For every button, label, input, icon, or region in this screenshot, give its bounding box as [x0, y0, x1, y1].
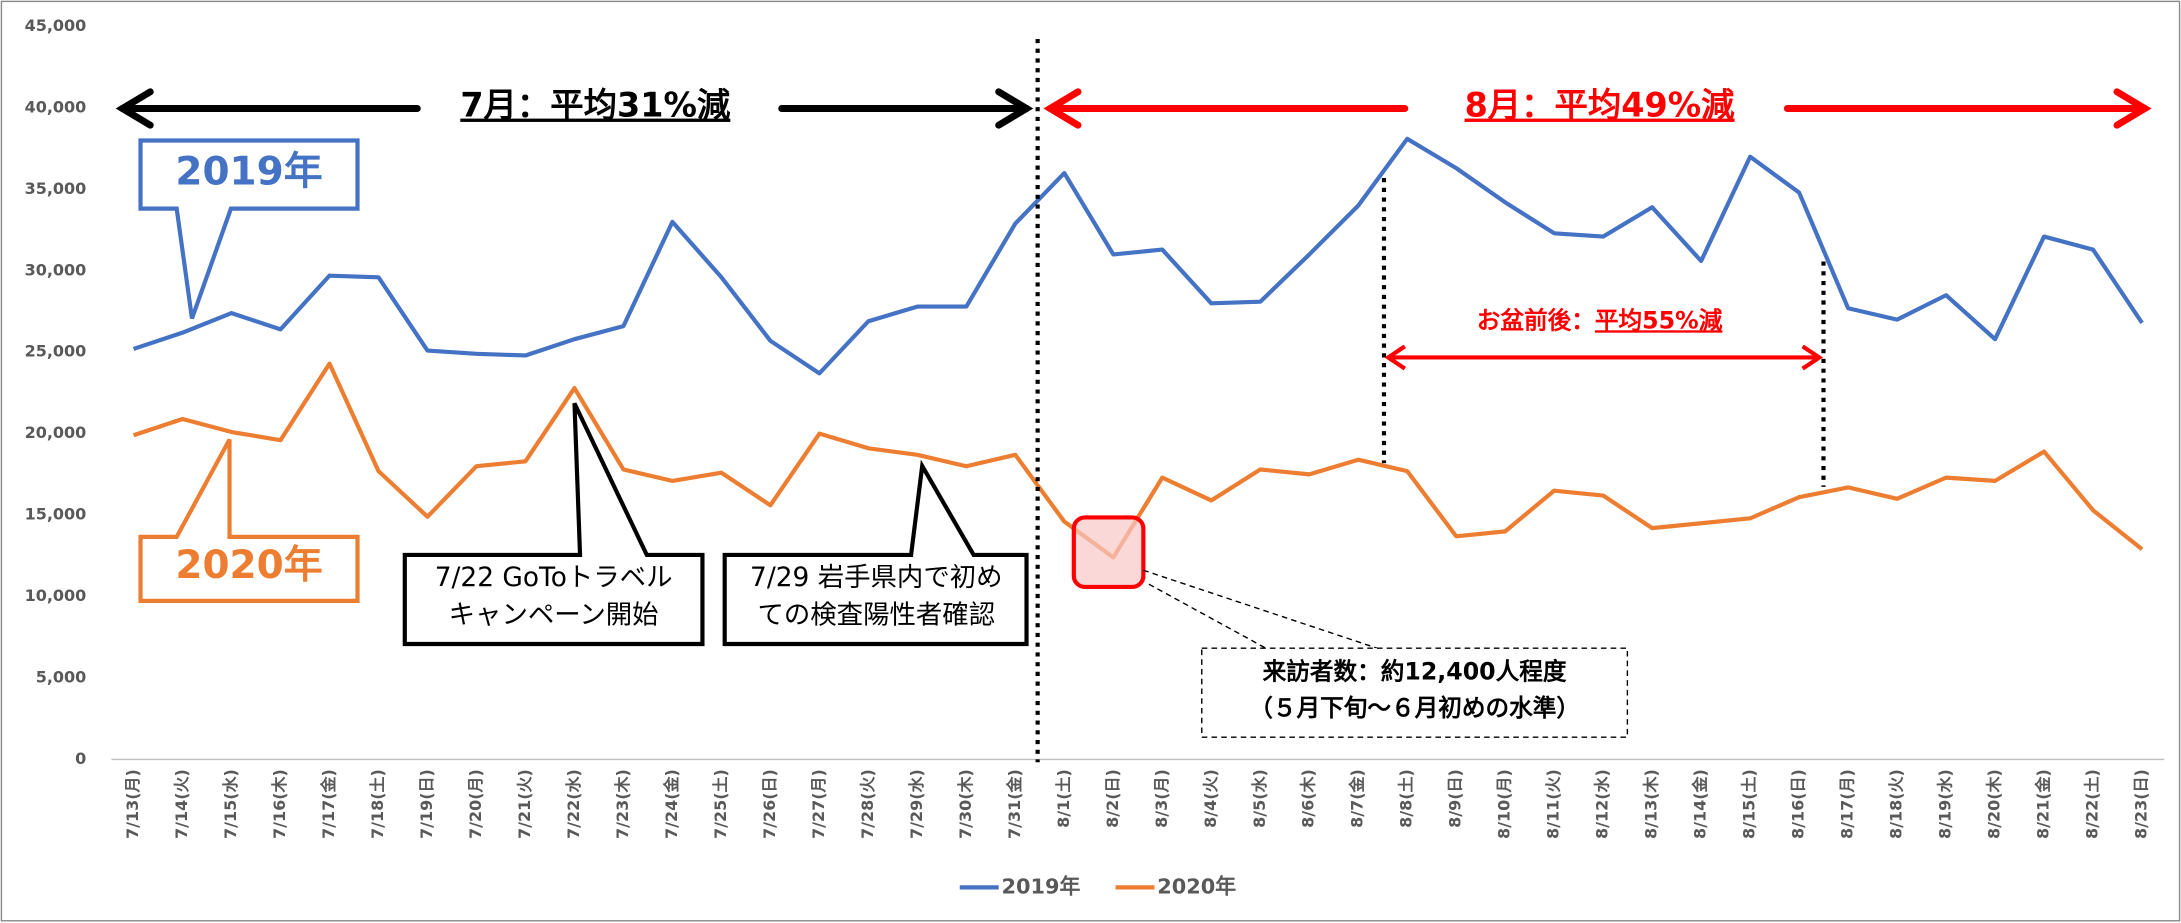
x-tick-label: 7/24(金): [662, 769, 681, 839]
x-tick-label: 8/16(日): [1789, 769, 1808, 839]
x-tick-label: 7/25(土): [711, 769, 730, 839]
x-tick-label: 8/9(日): [1446, 769, 1465, 828]
x-tick-label: 8/19(水): [1936, 769, 1955, 839]
visitor-note-box: [1201, 647, 1629, 738]
x-tick-label: 7/30(木): [956, 769, 975, 839]
y-tick-label: 30,000: [25, 260, 87, 279]
x-tick-label: 7/31(金): [1005, 769, 1024, 839]
x-tick-label: 7/17(金): [319, 769, 338, 839]
x-tick-label: 8/5(水): [1250, 769, 1269, 828]
x-tick-label: 8/10(月): [1495, 769, 1514, 839]
x-tick-label: 8/21(金): [2034, 769, 2053, 839]
y-tick-label: 25,000: [25, 342, 87, 361]
x-tick-label: 7/18(土): [368, 769, 387, 839]
obon-prefix: お盆前後：: [1477, 306, 1595, 334]
x-tick-label: 8/18(火): [1887, 769, 1906, 839]
visitor-note: （５月下旬～６月初めの水準）: [1249, 694, 1580, 722]
x-tick-label: 7/22(水): [564, 769, 583, 839]
y-tick-label: 15,000: [25, 505, 87, 524]
august-arrow: [1043, 88, 2152, 129]
x-tick-label: 8/4(火): [1201, 769, 1220, 828]
highlight-box: [1071, 515, 1146, 590]
july-label: 7月：平均31%減: [460, 86, 731, 125]
y-tick-label: 10,000: [25, 586, 87, 605]
obon-emphasis: 平均55%減: [1595, 306, 1723, 334]
legend-label: 2020年: [1157, 874, 1236, 898]
x-tick-label: 8/23(日): [2132, 769, 2151, 839]
y-tick-label: 20,000: [25, 423, 87, 442]
x-tick-label: 7/19(日): [417, 769, 436, 839]
x-tick-label: 7/14(火): [172, 769, 191, 839]
positive-line: ての検査陽性者確認: [757, 600, 995, 631]
x-tick-label: 7/23(木): [613, 769, 632, 839]
callout-2020-text: 2020年: [175, 543, 322, 588]
x-tick-label: 7/16(木): [270, 769, 289, 839]
august-label: 8月：平均49%減: [1465, 86, 1736, 125]
leader-line: [1148, 583, 1267, 649]
x-tick-label: 7/13(月): [123, 769, 142, 839]
x-tick-label: 8/15(土): [1740, 769, 1759, 839]
x-tick-label: 8/17(月): [1838, 769, 1857, 839]
y-tick-label: 35,000: [25, 179, 87, 198]
callout-2020: [138, 438, 360, 603]
x-tick-label: 8/12(水): [1593, 769, 1612, 839]
goto-line: 7/22 GoToトラベル: [435, 562, 673, 593]
obon-label: お盆前後：平均55%減: [1477, 306, 1723, 334]
x-tick-label: 7/15(水): [221, 769, 240, 839]
x-tick-label: 7/28(火): [858, 769, 877, 839]
july-arrow: [115, 88, 1034, 129]
callout-goto: [402, 402, 705, 647]
callout-2019: [138, 138, 360, 320]
y-tick-label: 45,000: [25, 16, 87, 35]
y-tick-label: 0: [75, 749, 86, 768]
x-tick-label: 7/29(水): [907, 769, 926, 839]
x-tick-label: 7/26(日): [760, 769, 779, 839]
x-tick-label: 8/3(月): [1152, 769, 1171, 828]
x-tick-label: 8/20(木): [1985, 769, 2004, 839]
goto-line: キャンペーン開始: [449, 600, 659, 631]
x-tick-label: 8/14(金): [1691, 769, 1710, 839]
callout-2019-text: 2019年: [175, 149, 322, 194]
x-tick-label: 7/21(火): [515, 769, 534, 839]
positive-line: 7/29 岩手県内で初め: [750, 562, 1003, 593]
legend-label: 2019年: [1001, 874, 1080, 898]
x-tick-label: 8/8(土): [1397, 769, 1416, 828]
x-tick-label: 8/11(火): [1544, 769, 1563, 839]
y-tick-label: 5,000: [36, 667, 87, 686]
x-tick-label: 8/22(土): [2083, 769, 2102, 839]
x-tick-label: 7/20(月): [466, 769, 485, 839]
x-tick-label: 8/7(金): [1348, 769, 1367, 828]
visitor-note: 来訪者数：約12,400人程度: [1263, 658, 1567, 686]
callout-positive: [722, 459, 1029, 647]
leader-line: [1143, 569, 1378, 649]
x-tick-label: 8/13(木): [1642, 769, 1661, 839]
y-tick-label: 40,000: [25, 97, 87, 116]
obon-arrow: [1384, 344, 1824, 371]
x-tick-label: 7/27(月): [809, 769, 828, 839]
series-line: [132, 136, 2144, 376]
x-tick-label: 8/6(木): [1299, 769, 1318, 828]
x-tick-label: 8/1(土): [1054, 769, 1073, 828]
x-tick-label: 8/2(日): [1103, 769, 1122, 828]
